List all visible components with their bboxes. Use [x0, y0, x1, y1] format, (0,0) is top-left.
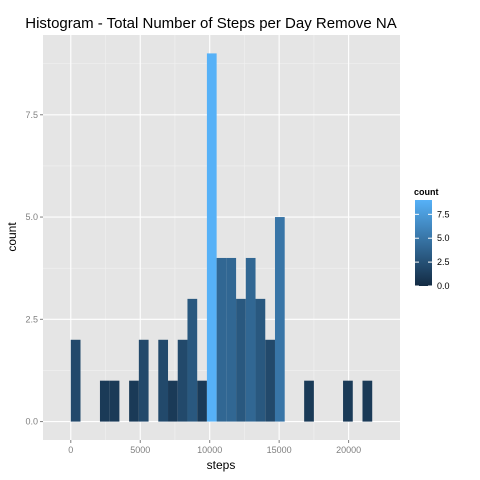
histogram-bar — [138, 339, 149, 422]
histogram-bar — [362, 380, 373, 422]
x-tick-label: 5000 — [130, 445, 150, 455]
histogram-bar — [245, 257, 256, 422]
x-axis-label: steps — [207, 458, 236, 472]
legend-tick-label: 7.5 — [437, 209, 450, 219]
histogram-bar — [109, 380, 120, 422]
y-axis-label: count — [5, 222, 19, 252]
y-tick-label: 2.5 — [25, 314, 38, 324]
histogram-bar — [99, 380, 110, 422]
y-tick-label: 0.0 — [25, 417, 38, 427]
histogram-bar — [206, 53, 217, 422]
x-tick-label: 10000 — [197, 445, 222, 455]
histogram-bar — [168, 380, 178, 422]
x-axis: 0 5000 10000 15000 20000 — [68, 440, 361, 455]
histogram-bar — [226, 257, 237, 422]
x-tick-label: 0 — [68, 445, 73, 455]
bars-group — [70, 53, 373, 422]
legend-tick-label: 2.5 — [437, 257, 450, 267]
histogram-bar — [177, 339, 188, 422]
histogram-bar — [158, 339, 169, 422]
histogram-bar — [304, 380, 314, 422]
histogram-bar — [255, 298, 266, 422]
x-tick-label: 20000 — [336, 445, 361, 455]
histogram-bar — [343, 380, 353, 422]
legend-colorbar — [415, 200, 432, 286]
histogram-bar — [129, 380, 139, 422]
histogram-bar — [70, 339, 81, 422]
histogram-bar — [274, 217, 285, 422]
histogram-bar — [187, 298, 198, 422]
histogram-bar — [197, 380, 207, 422]
legend-tick-label: 5.0 — [437, 233, 450, 243]
legend-tick-label: 0.0 — [437, 281, 450, 291]
color-legend: count 0.0 2.5 5.0 7.5 — [414, 187, 450, 291]
legend-title: count — [414, 187, 439, 197]
x-tick-label: 15000 — [267, 445, 292, 455]
histogram-bar — [265, 339, 275, 422]
legend-ticks: 0.0 2.5 5.0 7.5 — [415, 209, 450, 291]
chart-title: Histogram - Total Number of Steps per Da… — [25, 15, 397, 32]
histogram-bar — [216, 257, 227, 422]
histogram-bar — [236, 298, 246, 422]
y-tick-label: 5.0 — [25, 212, 38, 222]
y-axis: 0.0 2.5 5.0 7.5 — [25, 110, 43, 427]
y-tick-label: 7.5 — [25, 110, 38, 120]
